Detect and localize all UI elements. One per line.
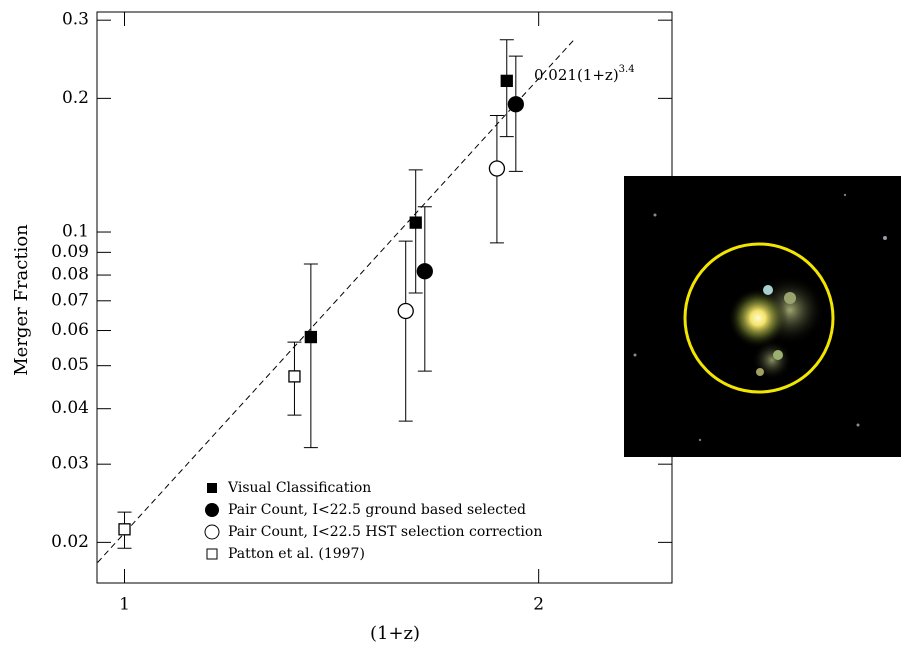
marker bbox=[507, 96, 524, 113]
fit-line bbox=[97, 39, 574, 563]
error-bar bbox=[408, 169, 423, 294]
y-tick-label: 0.07 bbox=[51, 290, 89, 310]
legend-label: Visual Classification bbox=[227, 480, 371, 496]
legend-marker bbox=[205, 503, 219, 517]
legend-label: Pair Count, I<22.5 ground based selected bbox=[228, 502, 526, 518]
marker bbox=[288, 370, 301, 383]
legend-label: Patton et al. (1997) bbox=[228, 546, 365, 562]
y-axis-label: Merger Fraction bbox=[11, 224, 32, 376]
y-tick-label: 0.3 bbox=[62, 10, 89, 30]
galaxy-image bbox=[624, 176, 901, 457]
y-tick-label: 0.1 bbox=[62, 222, 89, 242]
legend-marker bbox=[206, 548, 218, 560]
plot-frame bbox=[96, 11, 673, 584]
fit-label: 0.021(1+z)3.4 bbox=[534, 64, 635, 85]
marker bbox=[409, 216, 422, 229]
fit-coefficient: 0.021 bbox=[534, 66, 577, 84]
x-axis-label: (1+z) bbox=[370, 623, 420, 644]
y-tick-label: 0.03 bbox=[51, 454, 89, 474]
error-bar bbox=[398, 240, 413, 422]
y-tick-label: 0.02 bbox=[51, 532, 89, 552]
y-tick-label: 0.06 bbox=[51, 320, 89, 340]
y-tick-label: 0.08 bbox=[51, 265, 89, 285]
legend-marker bbox=[204, 524, 220, 540]
y-tick-label: 0.05 bbox=[51, 355, 89, 375]
marker bbox=[488, 160, 506, 177]
fit-exponent: 3.4 bbox=[619, 64, 635, 75]
error-bar bbox=[508, 55, 523, 172]
marker bbox=[500, 74, 513, 88]
error-bar bbox=[303, 263, 318, 449]
y-tick-label: 0.09 bbox=[51, 242, 89, 262]
y-tick-label: 0.04 bbox=[51, 398, 89, 418]
marker bbox=[416, 263, 433, 280]
marker bbox=[397, 302, 414, 320]
fit-base: (1+z) bbox=[577, 66, 619, 84]
error-bar bbox=[417, 206, 432, 372]
error-bar bbox=[489, 114, 504, 244]
error-bar bbox=[499, 39, 514, 138]
marker bbox=[304, 330, 318, 344]
legend-marker bbox=[207, 483, 217, 493]
x-tick-label: 1 bbox=[119, 595, 130, 615]
legend-label: Pair Count, I<22.5 HST selection correct… bbox=[228, 524, 542, 540]
x-tick-label: 2 bbox=[533, 595, 544, 615]
marker bbox=[118, 523, 131, 536]
y-tick-label: 0.2 bbox=[62, 88, 89, 108]
